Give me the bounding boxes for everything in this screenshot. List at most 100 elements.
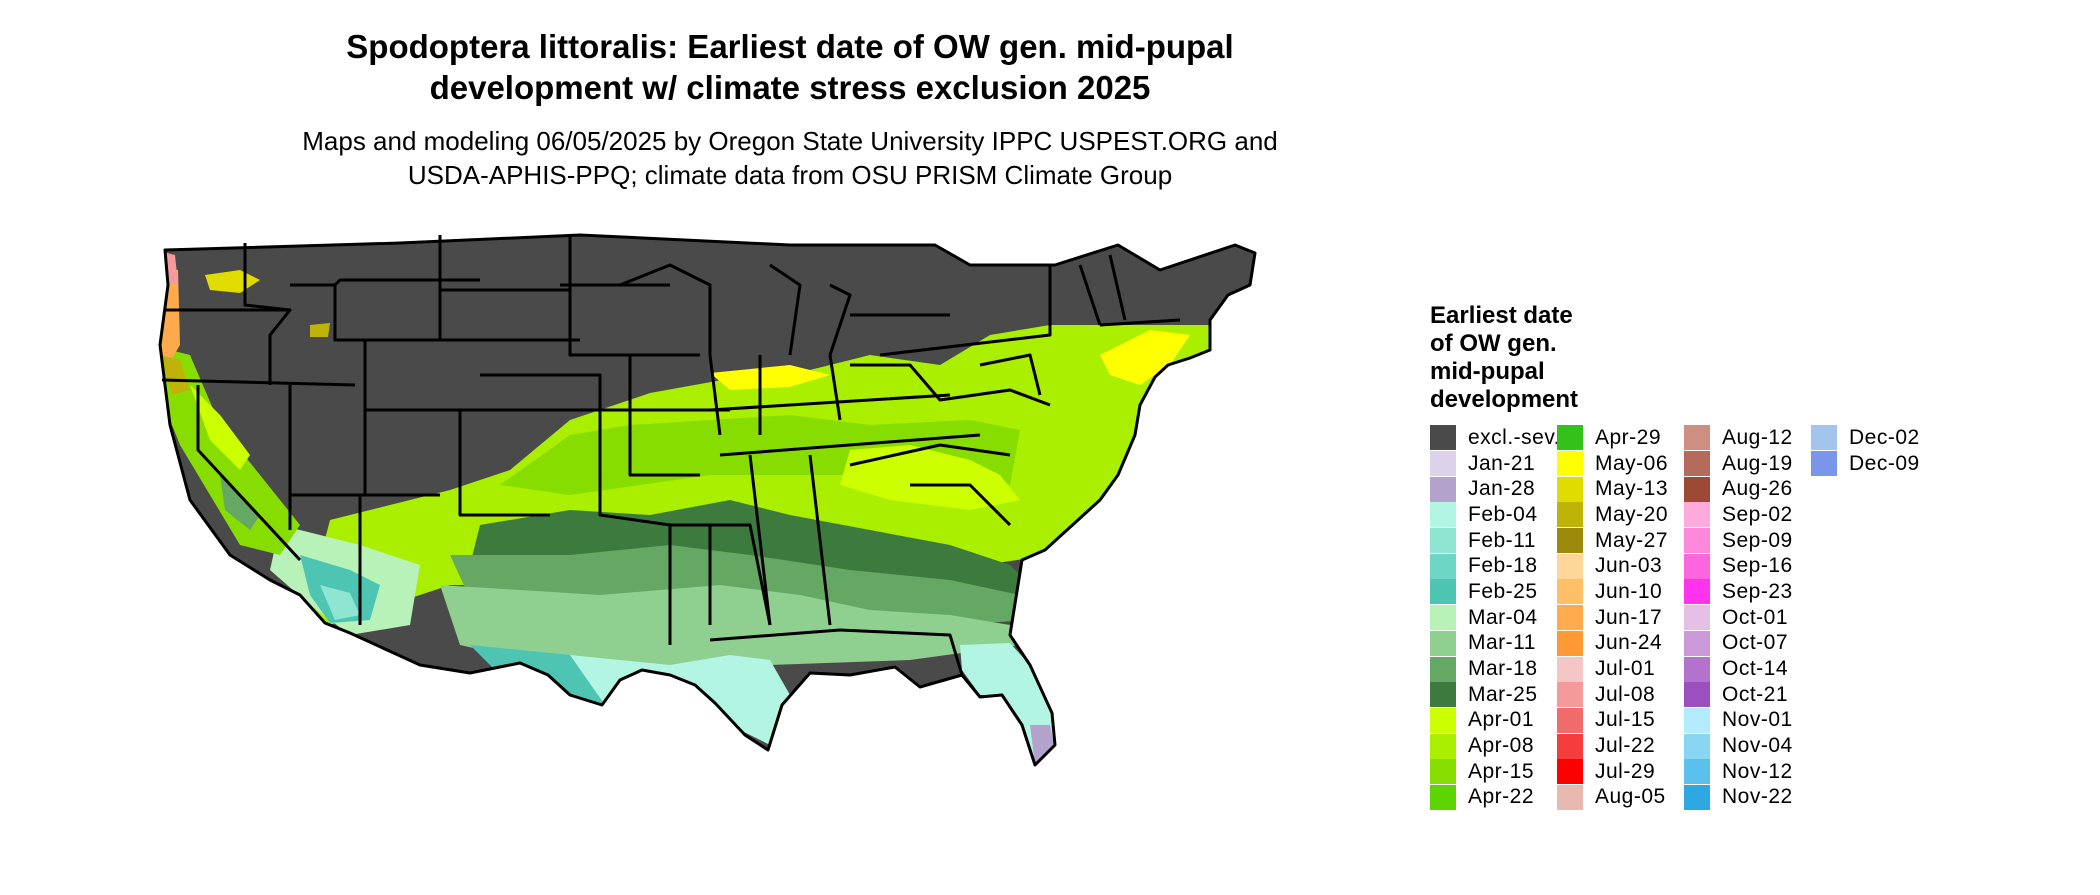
- band-jan-28-keys: [1030, 725, 1055, 765]
- legend-item: Apr-08: [1430, 733, 1560, 759]
- legend-swatch: [1430, 682, 1456, 708]
- legend-title-line: development: [1430, 386, 1579, 413]
- border-ne-ks: [470, 338, 602, 410]
- legend-item: Oct-14: [1684, 656, 1793, 682]
- legend-label: Jul-08: [1595, 682, 1656, 706]
- legend-label: Feb-04: [1468, 502, 1538, 526]
- legend-label: Sep-09: [1722, 528, 1793, 552]
- legend-label: Oct-01: [1722, 605, 1789, 629]
- legend-label: Jul-01: [1595, 657, 1656, 681]
- border-ca-nv: [196, 385, 302, 562]
- legend-item: Jun-24: [1557, 630, 1668, 657]
- band-nj-coast: [1100, 330, 1190, 385]
- legend-label: Aug-26: [1722, 477, 1793, 501]
- legend-label: Mar-18: [1468, 657, 1538, 681]
- legend-item: Nov-22: [1684, 784, 1793, 811]
- legend-swatch: [1557, 553, 1583, 579]
- legend-label: Nov-01: [1722, 708, 1793, 732]
- band-apr-01: [840, 445, 1020, 510]
- border-dakotas: [438, 235, 570, 340]
- legend-label: Aug-19: [1722, 451, 1793, 475]
- legend-swatch: [1684, 630, 1710, 656]
- legend-swatch: [1557, 425, 1583, 451]
- border-md-de: [979, 353, 1042, 396]
- legend-swatch: [1684, 733, 1710, 759]
- legend-swatch: [1684, 425, 1710, 451]
- legend-column: Dec-02 Dec-09: [1811, 425, 1920, 477]
- border-mt-wy: [290, 278, 480, 287]
- legend-item: Jul-29: [1557, 759, 1668, 785]
- legend-item: Nov-01: [1684, 707, 1793, 734]
- legend-item: May-06: [1557, 451, 1668, 477]
- legend-item: Dec-09: [1811, 451, 1920, 477]
- legend-swatch: [1684, 528, 1710, 554]
- legend-label: Feb-25: [1468, 579, 1538, 603]
- border-nm-tx: [458, 410, 550, 517]
- legend-label: Aug-05: [1595, 785, 1666, 809]
- legend-item: Oct-07: [1684, 630, 1793, 657]
- legend-item: Mar-11: [1430, 630, 1560, 657]
- legend-swatch: [1557, 784, 1583, 810]
- legend-swatch: [1430, 707, 1456, 733]
- legend-swatch: [1557, 759, 1583, 785]
- legend-column: Apr-29 May-06 May-13 May-20 May-27 Jun-03 Jun-…: [1557, 425, 1668, 810]
- legend-swatch: [1684, 759, 1710, 785]
- us-map: [158, 233, 1257, 767]
- legend-label: Jun-24: [1595, 631, 1663, 655]
- legend-column: Aug-12 Aug-19 Aug-26 Sep-02 Sep-09 Sep-16 Sep-…: [1684, 425, 1793, 810]
- legend-swatch: [1430, 733, 1456, 759]
- legend-label: Dec-02: [1849, 425, 1920, 449]
- legend-item: Aug-12: [1684, 425, 1793, 451]
- legend-label: Oct-21: [1722, 682, 1789, 706]
- legend-label: Mar-04: [1468, 605, 1538, 629]
- legend-swatch: [1430, 502, 1456, 528]
- legend-swatch: [1430, 605, 1456, 631]
- border-mn-ia: [560, 235, 670, 357]
- legend-item: Apr-01: [1430, 707, 1560, 734]
- legend-item: Jul-15: [1557, 707, 1668, 734]
- legend-item: Jul-22: [1557, 733, 1668, 759]
- legend-swatch: [1684, 476, 1710, 502]
- legend-swatch: [1684, 707, 1710, 733]
- legend-item: Apr-22: [1430, 784, 1560, 811]
- title-line-2: development w/ climate stress exclusion …: [429, 69, 1151, 106]
- legend-item: Apr-29: [1557, 425, 1668, 451]
- legend-item: Feb-18: [1430, 553, 1560, 579]
- legend-swatch: [1557, 707, 1583, 733]
- legend-label: Dec-09: [1849, 451, 1920, 475]
- band-sw-feb-11: [320, 585, 360, 620]
- legend-swatch: [1430, 656, 1456, 682]
- legend-title-line: of OW gen.: [1430, 330, 1557, 357]
- border-great-lakes: [769, 263, 852, 356]
- border-nc-sc: [849, 443, 1012, 527]
- legend-swatch: [1430, 451, 1456, 477]
- legend-label: Aug-12: [1722, 425, 1793, 449]
- legend-item: Feb-04: [1430, 502, 1560, 528]
- legend-label: Jun-03: [1595, 554, 1663, 578]
- legend-swatch: [1557, 605, 1583, 631]
- legend-item: Sep-23: [1684, 579, 1793, 605]
- border-il-in-oh: [708, 354, 842, 436]
- border-new-england: [1048, 254, 1181, 335]
- band-feb-04-gulf: [570, 655, 790, 745]
- legend-label: Nov-12: [1722, 759, 1793, 783]
- legend-label: Apr-08: [1468, 734, 1535, 758]
- legend-label: Oct-14: [1722, 657, 1789, 681]
- map-subtitle: Maps and modeling 06/05/2025 by Oregon S…: [200, 124, 1380, 192]
- legend-swatch: [1811, 451, 1837, 477]
- legend-item: Aug-05: [1557, 784, 1668, 811]
- legend-item: Aug-19: [1684, 451, 1793, 477]
- band-ca-mar-18: [220, 475, 260, 530]
- border-mo-ar: [600, 355, 730, 477]
- legend-item: Jan-21: [1430, 451, 1560, 477]
- legend-label: May-27: [1595, 528, 1669, 552]
- legend-item: Apr-15: [1430, 759, 1560, 785]
- border-fl: [709, 628, 964, 676]
- legend-swatch: [1557, 502, 1583, 528]
- legend-label: May-13: [1595, 477, 1669, 501]
- legend-label: Jun-17: [1595, 605, 1663, 629]
- legend-label: Mar-11: [1468, 631, 1536, 655]
- band-mar-11: [440, 585, 1020, 675]
- legend-label: Nov-04: [1722, 734, 1793, 758]
- border-or-ca-nv: [161, 378, 356, 387]
